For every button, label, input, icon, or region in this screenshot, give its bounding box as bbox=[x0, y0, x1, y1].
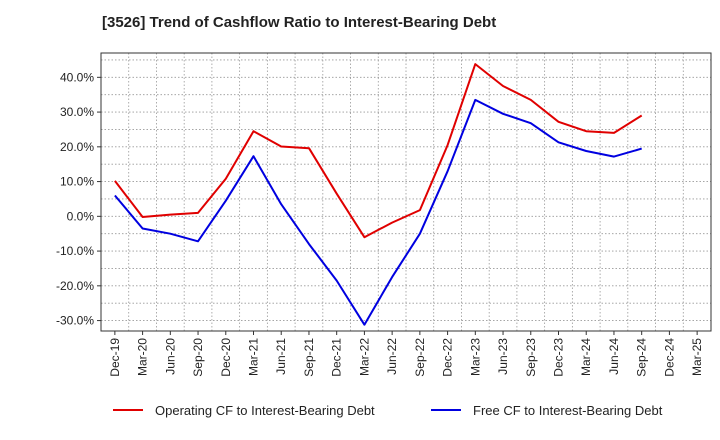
x-tick-label: Jun-21 bbox=[274, 338, 288, 375]
y-tick-label: 0.0% bbox=[67, 209, 95, 223]
x-tick-label: Mar-24 bbox=[579, 338, 593, 376]
x-tick-label: Sep-23 bbox=[524, 338, 538, 377]
x-tick-label: Mar-23 bbox=[468, 338, 482, 376]
y-tick-label: 10.0% bbox=[60, 175, 94, 189]
x-tick-label: Mar-22 bbox=[357, 338, 371, 376]
legend-label-2: Free CF to Interest-Bearing Debt bbox=[473, 403, 663, 418]
x-tick-label: Sep-24 bbox=[635, 338, 649, 377]
x-tick-label: Dec-22 bbox=[441, 338, 455, 377]
x-tick-label: Mar-25 bbox=[690, 338, 704, 376]
series-line-2 bbox=[114, 98, 642, 326]
x-tick-label: Jun-23 bbox=[496, 338, 510, 375]
x-tick-label: Jun-20 bbox=[163, 338, 177, 375]
series-line-1 bbox=[114, 63, 643, 239]
chart-title: [3526] Trend of Cashflow Ratio to Intere… bbox=[102, 14, 497, 31]
y-tick-label: 40.0% bbox=[60, 70, 94, 84]
x-tick-label: Sep-21 bbox=[302, 338, 316, 377]
y-tick-label: -10.0% bbox=[56, 244, 94, 258]
x-tick-label: Jun-22 bbox=[385, 338, 399, 375]
x-tick-label: Jun-24 bbox=[607, 338, 621, 375]
plot-border bbox=[100, 52, 712, 332]
x-tick-label: Mar-20 bbox=[136, 338, 150, 376]
x-tick-label: Dec-20 bbox=[219, 338, 233, 377]
y-tick-label: 30.0% bbox=[60, 105, 94, 119]
y-tick-label: -30.0% bbox=[56, 314, 94, 328]
x-tick-label: Sep-20 bbox=[191, 338, 205, 377]
x-tick-label: Dec-19 bbox=[108, 338, 122, 377]
x-tick-label: Dec-24 bbox=[662, 338, 676, 377]
x-tick-label: Sep-22 bbox=[413, 338, 427, 377]
x-tick-label: Dec-23 bbox=[552, 338, 566, 377]
x-tick-label: Mar-21 bbox=[247, 338, 261, 376]
x-tick-label: Dec-21 bbox=[330, 338, 344, 377]
legend-label-1: Operating CF to Interest-Bearing Debt bbox=[155, 403, 375, 418]
y-tick-label: 20.0% bbox=[60, 140, 94, 154]
y-tick-label: -20.0% bbox=[56, 279, 94, 293]
